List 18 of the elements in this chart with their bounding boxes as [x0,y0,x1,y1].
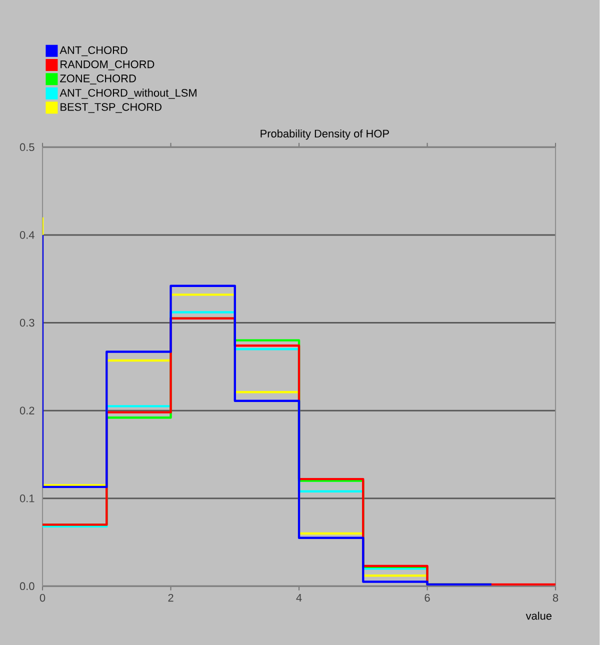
x-tick-label: 6 [424,594,430,602]
y-tick-label: 0.0 [20,582,34,590]
y-tick-label: 0.2 [20,406,34,414]
chart-title: Probability Density of HOP [260,129,390,140]
x-tick-label: 2 [168,594,174,602]
legend-label: ZONE_CHORD [60,74,136,84]
legend-label: ANT_CHORD [60,46,128,56]
x-tick-label: 0 [40,594,46,602]
x-axis-title: value [526,612,552,620]
x-tick-label: 4 [296,594,302,602]
legend-label: RANDOM_CHORD [60,60,154,70]
y-tick-label: 0.5 [20,143,34,152]
y-tick-label: 0.1 [20,494,34,502]
y-tick-label: 0.3 [20,318,34,327]
legend-label: BEST_TSP_CHORD [60,103,162,113]
y-tick-label: 0.4 [20,231,35,239]
x-tick-label: 8 [553,594,558,602]
legend-label: ANT_CHORD_without_LSM [60,88,197,99]
